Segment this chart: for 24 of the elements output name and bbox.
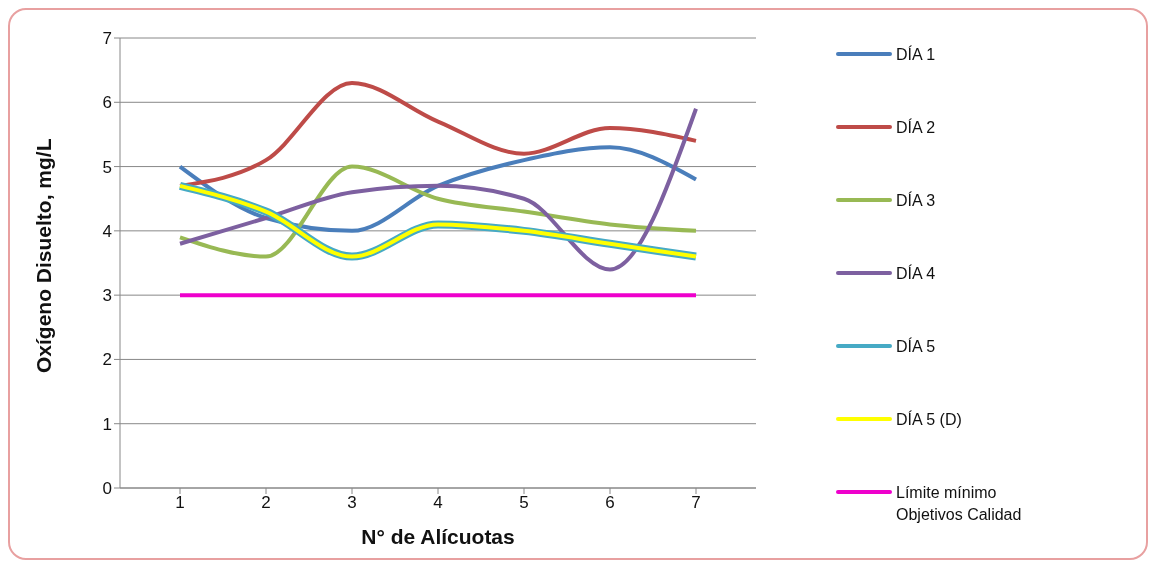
y-tick-label: 4 <box>102 221 112 241</box>
y-tick-label: 3 <box>102 286 112 306</box>
y-tick-label: 7 <box>102 29 112 49</box>
x-tick-label: 3 <box>347 493 357 513</box>
x-axis-title: N° de Alícuotas <box>361 525 515 548</box>
y-tick-label: 6 <box>102 93 112 113</box>
x-tick-label: 7 <box>691 493 701 513</box>
x-tick-label: 2 <box>261 493 271 513</box>
x-tick-label: 5 <box>519 493 529 513</box>
x-tick-label: 4 <box>433 493 443 513</box>
legend-label: DÍA 5 <box>896 336 937 357</box>
legend-label: DÍA 1 <box>896 44 937 65</box>
legend-label: DÍA 4 <box>896 263 937 284</box>
y-tick-label: 2 <box>102 350 112 370</box>
x-tick-label: 6 <box>605 493 615 513</box>
y-tick-label: 0 <box>102 479 112 499</box>
y-tick-label: 5 <box>102 157 112 177</box>
y-axis-title: Oxígeno Disuelto, mg/L <box>32 138 56 373</box>
legend-label: DÍA 2 <box>896 117 937 138</box>
legend-label: DÍA 5 (D) <box>896 409 963 430</box>
legend-label: DÍA 3 <box>896 190 937 211</box>
x-tick-label: 1 <box>175 493 185 513</box>
y-tick-label: 1 <box>102 414 112 434</box>
legend-label: Límite mínimo Objetivos Calidad <box>896 483 1023 525</box>
